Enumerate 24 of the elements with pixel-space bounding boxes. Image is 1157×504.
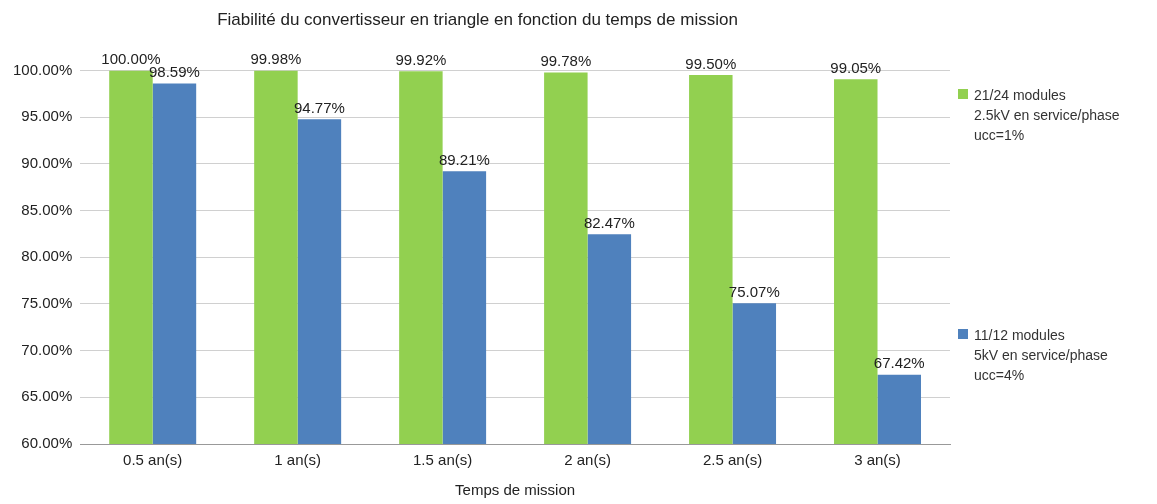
x-tick-label: 2.5 an(s) <box>702 451 763 469</box>
data-label: 99.50% <box>685 54 737 72</box>
y-tick-label: 60.00% <box>21 434 73 452</box>
x-tick-label: 2 an(s) <box>564 451 611 469</box>
y-tick-label: 95.00% <box>21 107 73 125</box>
x-tick-label: 3 an(s) <box>854 451 901 469</box>
y-tick-label: 70.00% <box>21 340 73 358</box>
y-tick-label: 85.00% <box>21 200 73 218</box>
y-tick-label: 90.00% <box>21 153 73 171</box>
legend-label: 21/24 modules 2.5kV en service/phase ucc=1% <box>974 86 1120 145</box>
data-label: 99.92% <box>395 50 447 68</box>
data-label: 99.78% <box>540 52 592 70</box>
y-tick-label: 100.00% <box>13 60 73 78</box>
chart-title: Fiabilité du convertisseur en triangle en fonction du temps de mission <box>217 9 738 29</box>
data-label: 99.05% <box>830 58 882 76</box>
x-tick-label: 1.5 an(s) <box>413 451 473 469</box>
y-tick-label: 65.00% <box>21 387 73 405</box>
legend-label: 11/12 modules 5kV en service/phase ucc=4% <box>974 326 1108 385</box>
data-label: 99.98% <box>250 50 302 68</box>
y-tick-label: 75.00% <box>21 294 73 312</box>
y-tick-label: 80.00% <box>21 247 73 265</box>
x-axis-title: Temps de mission <box>455 481 576 499</box>
x-tick-label: 0.5 an(s) <box>123 451 183 469</box>
x-tick-label: 1 an(s) <box>274 451 322 469</box>
